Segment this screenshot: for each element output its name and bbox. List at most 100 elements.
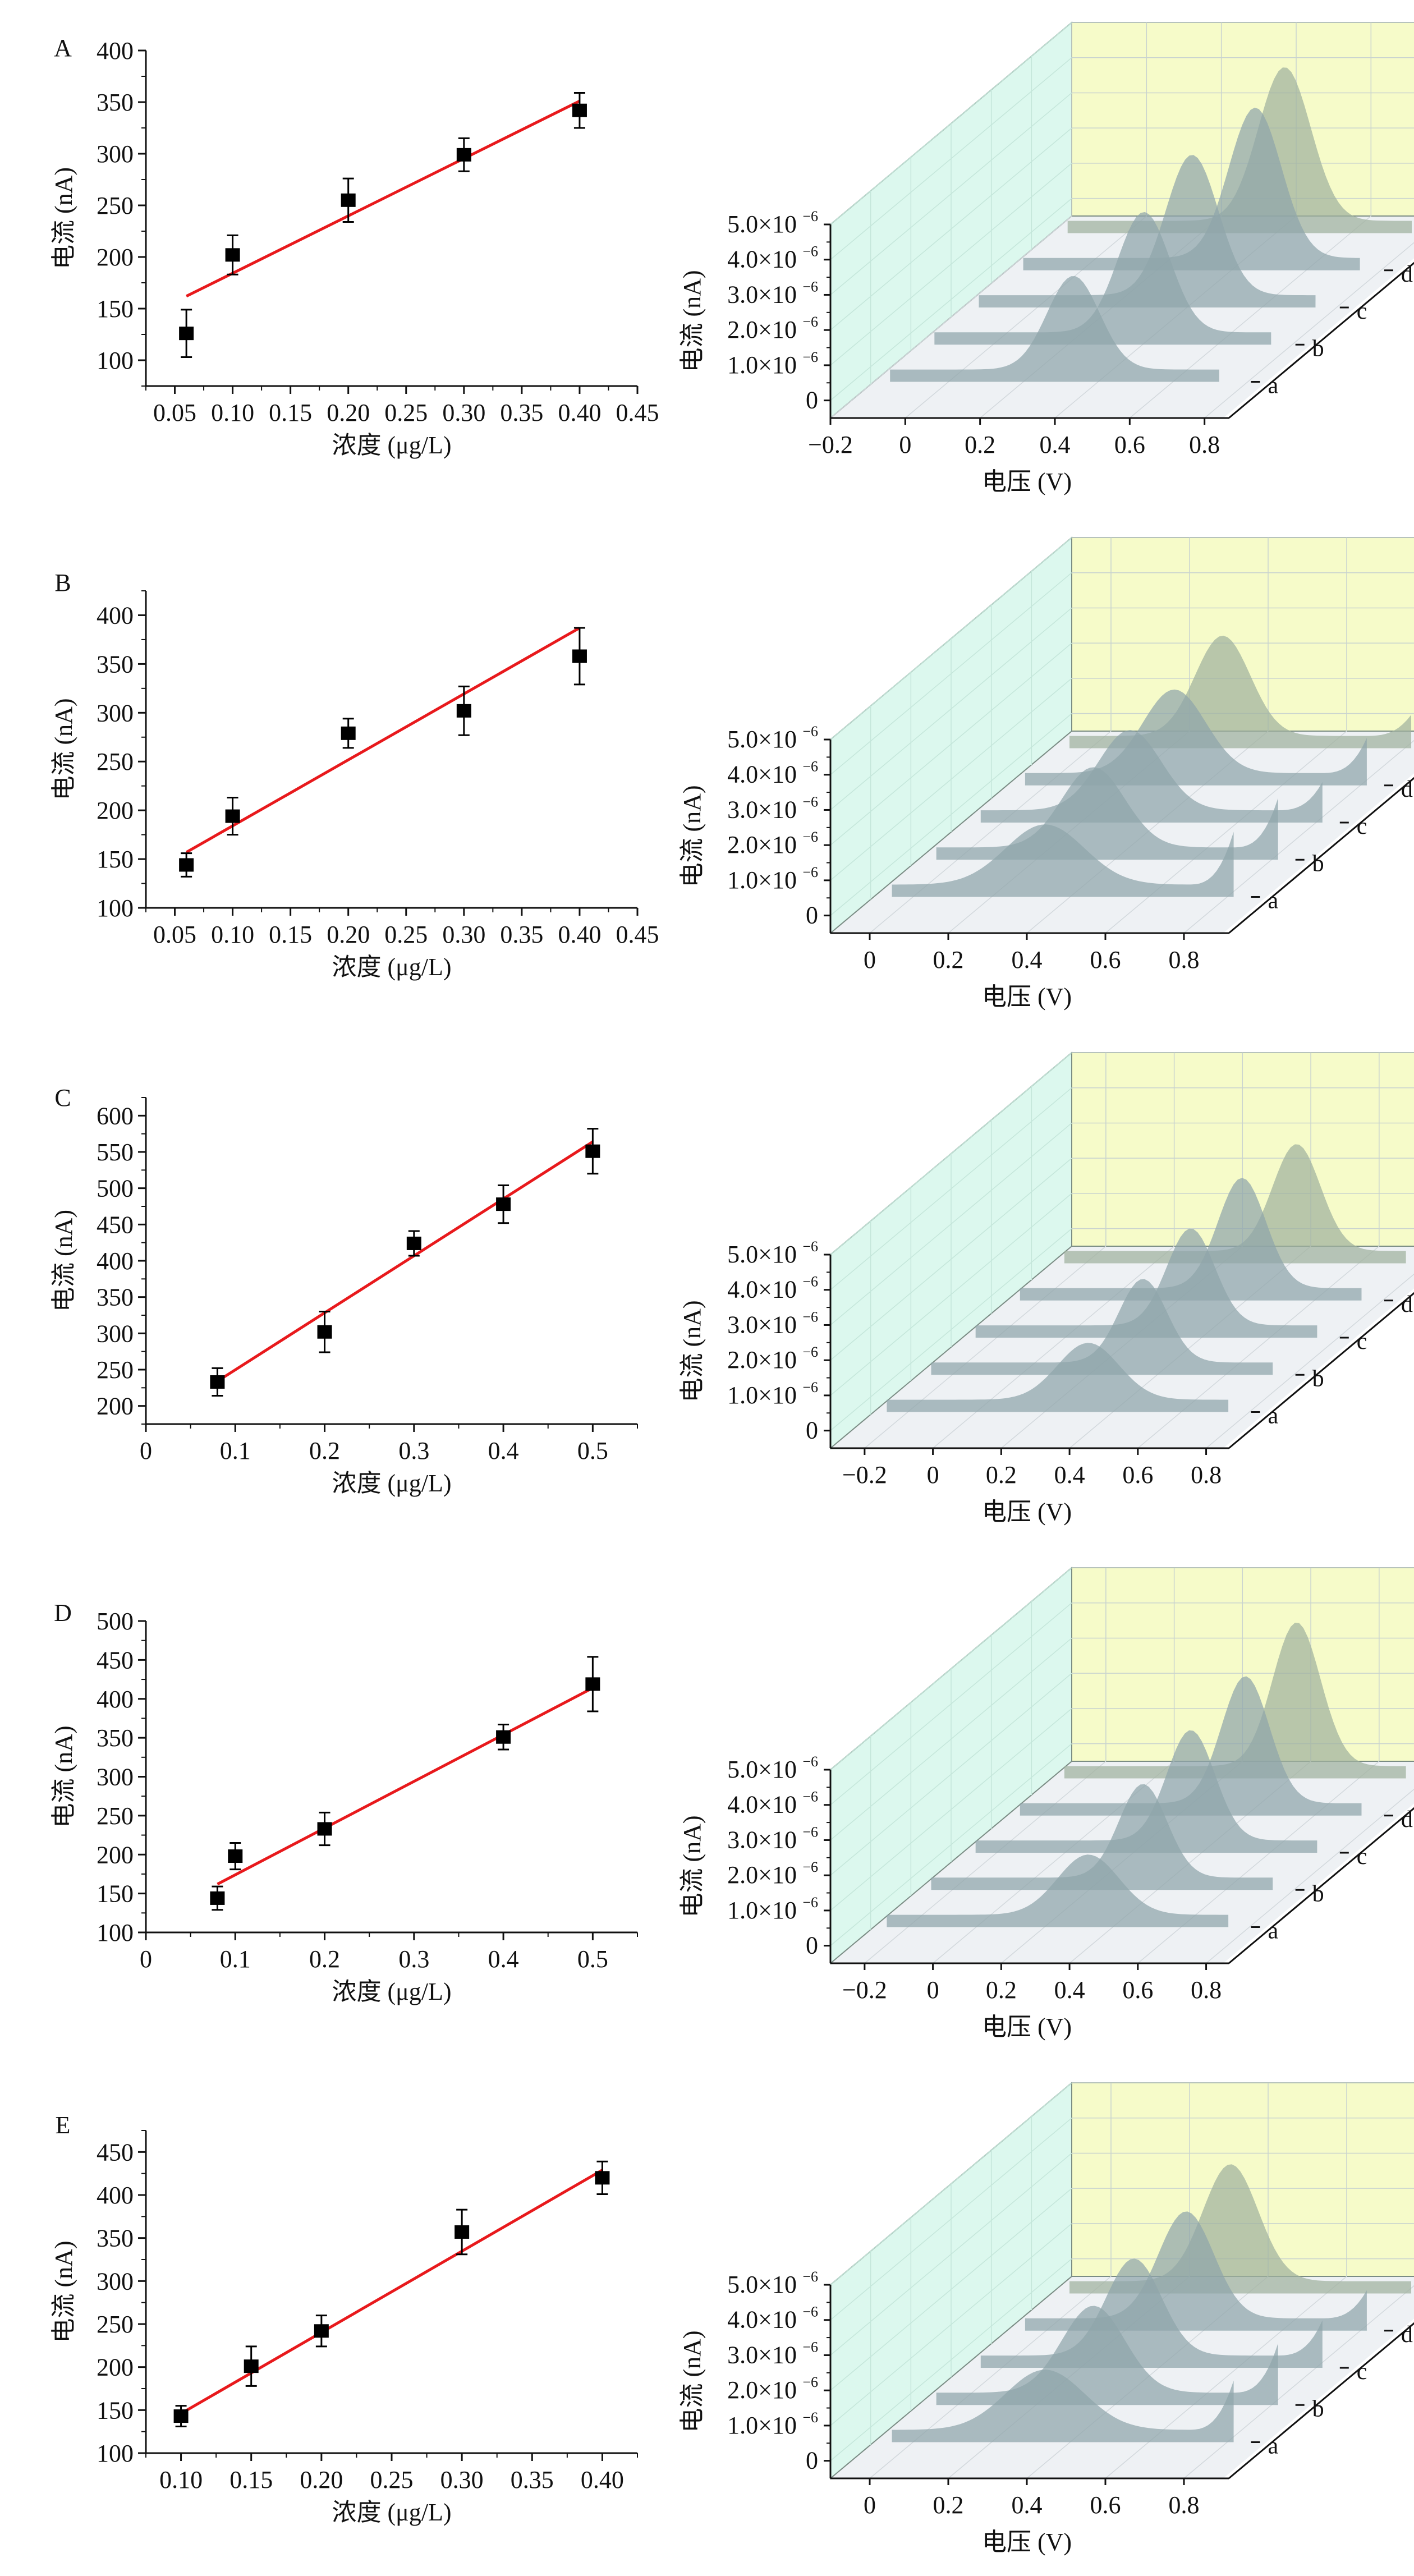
y-tick-label: 400: [97, 2182, 134, 2209]
x-tick-label: 0.6: [1122, 1461, 1153, 1489]
z-tick-label: 0: [806, 1932, 818, 1959]
x-tick-label: 0.2: [309, 1945, 340, 1973]
x-tick-label: 0.4: [488, 1945, 519, 1973]
z-tick-exponent: −6: [802, 1308, 818, 1325]
calibration-chart-svg: D 100 150 200 250 300 350 400 450 500 0 0.1 0.2 0.3 0.…: [50, 1599, 638, 2005]
data-point: [341, 177, 356, 223]
z-tick-exponent: −6: [802, 208, 818, 224]
floor-grid-line: [1129, 215, 1371, 419]
z-tick-exponent: −6: [802, 1859, 818, 1875]
z-tick-exponent: −6: [802, 349, 818, 365]
x-tick-label: 0.6: [1090, 946, 1121, 974]
y-tick-label: 350: [97, 1724, 134, 1752]
floor-grid-line: [864, 1246, 1107, 1449]
waterfall-chart-D: edcba01.0×10−62.0×10−63.0×10−64.0×10−65.…: [673, 1545, 1414, 2060]
panel-label: A: [54, 34, 72, 62]
point-marker: [341, 726, 356, 740]
y-tick-label: 500: [97, 1608, 134, 1635]
x-tick-label: 0: [927, 1461, 939, 1489]
panel-label: C: [54, 1084, 71, 1112]
x-tick-label: 0.1: [220, 1437, 251, 1464]
x-tick-label: 0: [864, 2491, 876, 2519]
data-point: [454, 2208, 470, 2256]
depth-axis: [1228, 777, 1414, 934]
point-marker: [179, 858, 194, 872]
z-tick-exponent: −6: [802, 2339, 818, 2355]
waterfall-chart-svg: edcba01.0×10−62.0×10−63.0×10−64.0×10−65.…: [678, 1566, 1414, 2041]
y-tick-label: 150: [97, 2396, 134, 2424]
point-marker: [210, 1375, 225, 1389]
figure-row-C: C 200 250 300 350 400 450 500 550 600 0 0.1 0.2 0.3 0.…: [0, 1030, 1414, 1545]
y-axis-title: 电流 (nA): [50, 1210, 77, 1312]
y-tick-label: 400: [97, 37, 134, 65]
z-tick-label: 0: [806, 902, 818, 929]
z-tick-exponent: −6: [802, 793, 818, 810]
x-tick-label: 0.2: [965, 431, 995, 458]
z-tick-exponent: −6: [802, 1379, 818, 1395]
x-tick-label: 0.30: [442, 921, 485, 948]
x-tick-label: 0.4: [1054, 1976, 1085, 2004]
data-point: [173, 2405, 189, 2427]
x-tick-label: 0.05: [153, 921, 196, 948]
calibration-chart-svg: B 100 150 200 250 300 350 400 0.05 0.10 0.15 0.20 0.…: [50, 569, 659, 981]
series-e-area: [1069, 635, 1412, 749]
x-tick-label: 0.3: [398, 1437, 429, 1464]
depth-axis: [1228, 1807, 1414, 1964]
y-tick-label: 200: [97, 244, 134, 271]
series-label-c: c: [1357, 2359, 1367, 2385]
data-point: [341, 718, 356, 749]
floor-grid-line: [1204, 242, 1414, 419]
series-d-area: [1020, 1178, 1362, 1301]
series-label-d: d: [1401, 777, 1413, 802]
z-tick-exponent: −6: [802, 314, 818, 330]
y-axis-title: 电流 (nA): [50, 698, 77, 800]
y-tick-label: 250: [97, 1356, 134, 1384]
z-tick-label: 1.0×10: [727, 1897, 797, 1924]
z-tick-exponent: −6: [802, 1824, 818, 1840]
data-point: [595, 2160, 610, 2195]
z-tick-label: 1.0×10: [727, 866, 797, 894]
y-tick-label: 250: [97, 2311, 134, 2338]
x-axis-title: 浓度 (μg/L): [332, 1470, 452, 1497]
panel-label: E: [56, 2111, 71, 2139]
x-tick-label: 0.5: [577, 1437, 608, 1464]
z-tick-label: 2.0×10: [727, 2376, 797, 2404]
x-tick-label: 0.45: [616, 921, 659, 948]
x-tick-label: 0.05: [153, 399, 196, 426]
z-tick-label: 2.0×10: [727, 1861, 797, 1889]
floor-grid-line: [1206, 1788, 1414, 1964]
z-axis-title: 电流 (nA): [678, 785, 706, 887]
x-tick-label: 0.8: [1191, 1461, 1222, 1489]
y-tick-label: 200: [97, 1841, 134, 1868]
point-marker: [317, 1822, 332, 1836]
series-label-d: d: [1401, 261, 1413, 287]
z-tick-label: 3.0×10: [727, 796, 797, 823]
z-tick-exponent: −6: [802, 1238, 818, 1255]
depth-axis: [1228, 261, 1414, 419]
data-point: [456, 685, 471, 736]
fit-line: [217, 1140, 594, 1383]
series-label-b: b: [1312, 1366, 1324, 1392]
x-tick-label: 0.6: [1122, 1976, 1153, 2004]
figure-row-A: A 100 150 200 250 300 350 400 0.05 0.10 0.15 0.20 0.…: [0, 0, 1414, 515]
x-axis-title: 电压 (V): [982, 983, 1072, 1011]
series-b-area: [936, 767, 1278, 860]
floor-grid-line: [1105, 731, 1347, 934]
z-tick-exponent: −6: [802, 244, 818, 260]
x-tick-label: 0.25: [384, 921, 428, 948]
z-tick-label: 2.0×10: [727, 316, 797, 343]
data-point: [314, 2315, 329, 2348]
y-tick-label: 100: [97, 894, 134, 922]
y-axis-title: 电流 (nA): [50, 2240, 77, 2343]
data-point: [179, 309, 194, 358]
y-tick-label: 600: [97, 1102, 134, 1129]
x-tick-label: −0.2: [842, 1461, 887, 1489]
calibration-chart-svg: A 100 150 200 250 300 350 400 0.05 0.10 0.15 0.20 0.…: [50, 34, 659, 459]
floor-grid-line: [1105, 2276, 1347, 2479]
point-marker: [225, 809, 240, 823]
point-marker: [456, 704, 471, 718]
series-c-area: [980, 730, 1323, 823]
z-tick-label: 4.0×10: [727, 2306, 797, 2334]
x-axis-title: 浓度 (μg/L): [332, 953, 452, 981]
series-e-area: [1069, 2164, 1412, 2294]
